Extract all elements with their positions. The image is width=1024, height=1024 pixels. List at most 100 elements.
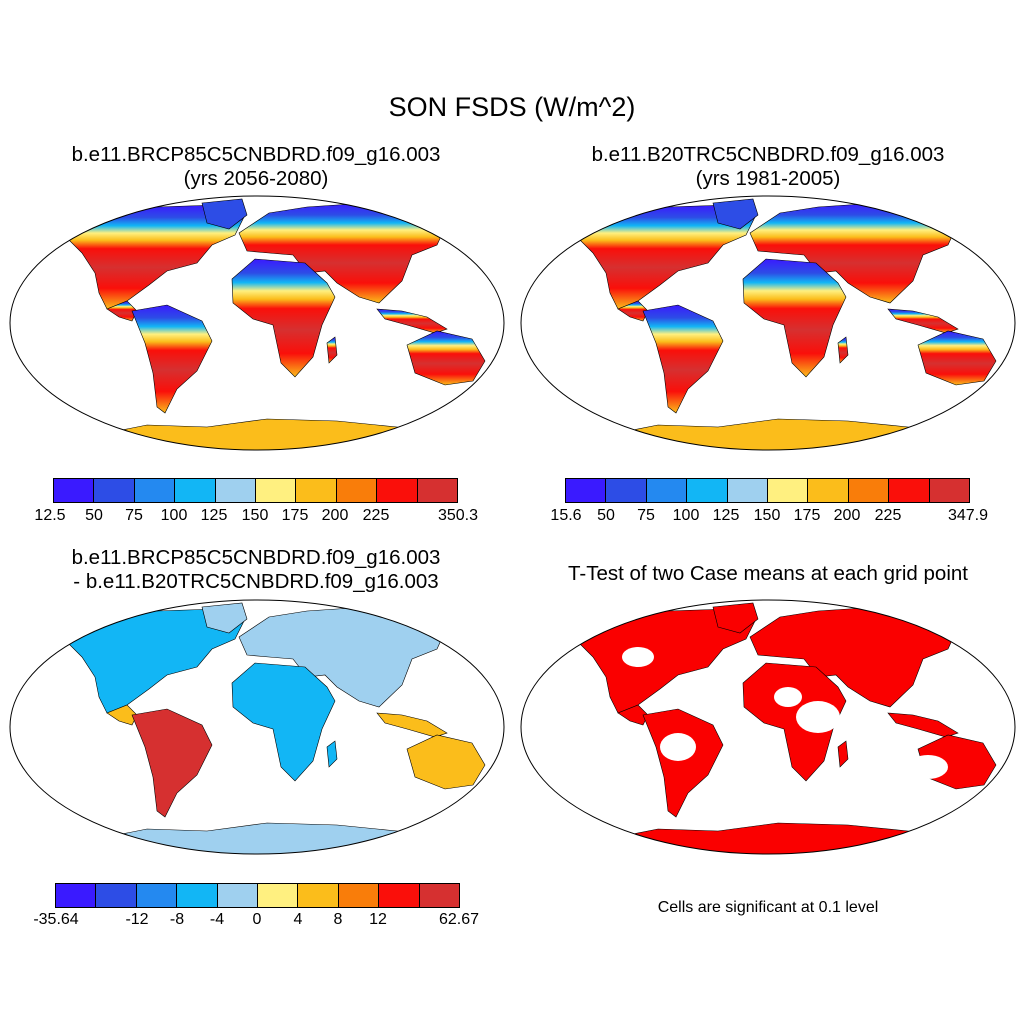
- colorbar-swatch: [298, 884, 339, 907]
- map-boundary: [520, 195, 1016, 451]
- colorbar-swatch: [336, 479, 378, 502]
- panel-2-title-line2: (yrs 1981-2005): [695, 167, 841, 190]
- continent-south-america: [131, 708, 213, 818]
- continent-greenland: [201, 198, 248, 230]
- non-significant-area: [908, 755, 948, 779]
- continent-indonesia: [887, 712, 959, 738]
- colorbar-tick: -35.64: [33, 911, 79, 928]
- colorbar-tick: 350.3: [437, 507, 479, 524]
- continent-madagascar: [837, 740, 849, 768]
- continent-greenland: [712, 198, 759, 230]
- continent-south-america: [642, 708, 724, 818]
- colorbar-tick: 200: [833, 507, 861, 524]
- continent-south-america: [131, 304, 213, 414]
- map-panel-difference: [9, 599, 505, 855]
- colorbar-swatch: [54, 479, 95, 502]
- non-significant-area: [660, 733, 696, 761]
- continent-africa: [742, 662, 847, 782]
- colorbar-tick: 50: [597, 507, 615, 524]
- colorbar-swatch: [727, 479, 769, 502]
- colorbar-tick: 62.67: [438, 911, 480, 928]
- colorbar-tick: 8: [333, 911, 343, 928]
- continent-indonesia: [887, 308, 959, 334]
- colorbar-tick: 75: [125, 507, 143, 524]
- colorbar-tick: 75: [637, 507, 655, 524]
- colorbar-tick: 125: [712, 507, 740, 524]
- colorbar-tick: 150: [241, 507, 269, 524]
- non-significant-area: [622, 647, 654, 667]
- colorbar-tick: 50: [85, 507, 103, 524]
- colorbar-swatch: [175, 479, 216, 502]
- colorbar-tick: 4: [293, 911, 303, 928]
- colorbar-swatch: [217, 884, 259, 907]
- continent-australia: [406, 330, 486, 386]
- continent-australia: [406, 734, 486, 790]
- continent-greenland: [201, 602, 248, 634]
- colorbar-tick: 175: [793, 507, 821, 524]
- continent-madagascar: [326, 336, 338, 364]
- colorbar-swatch: [606, 479, 647, 502]
- colorbar-tick: 12.5: [34, 507, 66, 524]
- significance-note: Cells are significant at 0.1 level: [657, 899, 879, 916]
- colorbar-tick: 150: [753, 507, 781, 524]
- colorbar-swatch: [258, 884, 299, 907]
- continent-madagascar: [837, 336, 849, 364]
- panel-1-title-line1: b.e11.BRCP85C5CNBDRD.f09_g16.003: [71, 143, 441, 166]
- panel-2-title-line1: b.e11.B20TRC5CNBDRD.f09_g16.003: [591, 143, 945, 166]
- continent-africa: [231, 258, 336, 378]
- colorbar-tick: 175: [281, 507, 309, 524]
- colorbar-swatch: [646, 479, 688, 502]
- map-fill-future: [61, 198, 486, 450]
- colorbar-tick: 100: [160, 507, 188, 524]
- colorbar-swatch: [177, 884, 218, 907]
- continent-africa: [231, 662, 336, 782]
- colorbar-tick: 15.6: [550, 507, 582, 524]
- map-boundary: [9, 599, 505, 855]
- continent-north-america: [61, 608, 246, 714]
- map-panel-ttest: [520, 599, 1016, 855]
- colorbar-swatch: [417, 479, 458, 502]
- continent-north-america: [61, 204, 246, 310]
- non-significant-area: [796, 701, 840, 733]
- colorbar-swatch: [379, 884, 420, 907]
- panel-4-title: T-Test of two Case means at each grid po…: [568, 562, 968, 585]
- continent-madagascar: [326, 740, 338, 768]
- colorbar-tick: -8: [169, 911, 185, 928]
- colorbar-swatch: [134, 479, 176, 502]
- colorbar-swatch: [687, 479, 728, 502]
- continent-indonesia: [376, 308, 448, 334]
- map-fill-difference: [61, 602, 486, 854]
- colorbar-swatch: [296, 479, 337, 502]
- panel-3-title-line1: b.e11.BRCP85C5CNBDRD.f09_g16.003: [71, 546, 441, 569]
- main-title: SON FSDS (W/m^2): [388, 92, 636, 122]
- map-fill-ttest: [572, 602, 997, 854]
- colorbar-tick: 200: [321, 507, 349, 524]
- colorbar-swatch: [929, 479, 970, 502]
- colorbar-swatch: [256, 479, 297, 502]
- colorbar-swatch: [96, 884, 137, 907]
- colorbar-swatch: [338, 884, 380, 907]
- colorbar-swatch: [419, 884, 460, 907]
- colorbar-swatch: [215, 479, 257, 502]
- colorbar-swatch: [377, 479, 418, 502]
- colorbar-tick: 125: [200, 507, 228, 524]
- colorbar-tick: 0: [252, 911, 262, 928]
- colorbar-future: [54, 479, 458, 502]
- colorbar-swatch: [848, 479, 890, 502]
- colorbar-swatch: [56, 884, 97, 907]
- continent-africa: [742, 258, 847, 378]
- map-panel-future: [9, 195, 505, 451]
- colorbar-tick: 100: [672, 507, 700, 524]
- continent-australia: [917, 330, 997, 386]
- continent-north-america: [572, 204, 757, 310]
- colorbar-swatch: [566, 479, 607, 502]
- continent-south-america: [642, 304, 724, 414]
- colorbar-tick: -4: [209, 911, 225, 928]
- colorbar-swatch: [94, 479, 135, 502]
- colorbar-swatch: [889, 479, 930, 502]
- colorbar-tick: 225: [874, 507, 902, 524]
- colorbar-swatch: [136, 884, 178, 907]
- panel-3-title-line2: - b.e11.B20TRC5CNBDRD.f09_g16.003: [73, 570, 439, 593]
- non-significant-area: [774, 687, 802, 707]
- map-boundary: [9, 195, 505, 451]
